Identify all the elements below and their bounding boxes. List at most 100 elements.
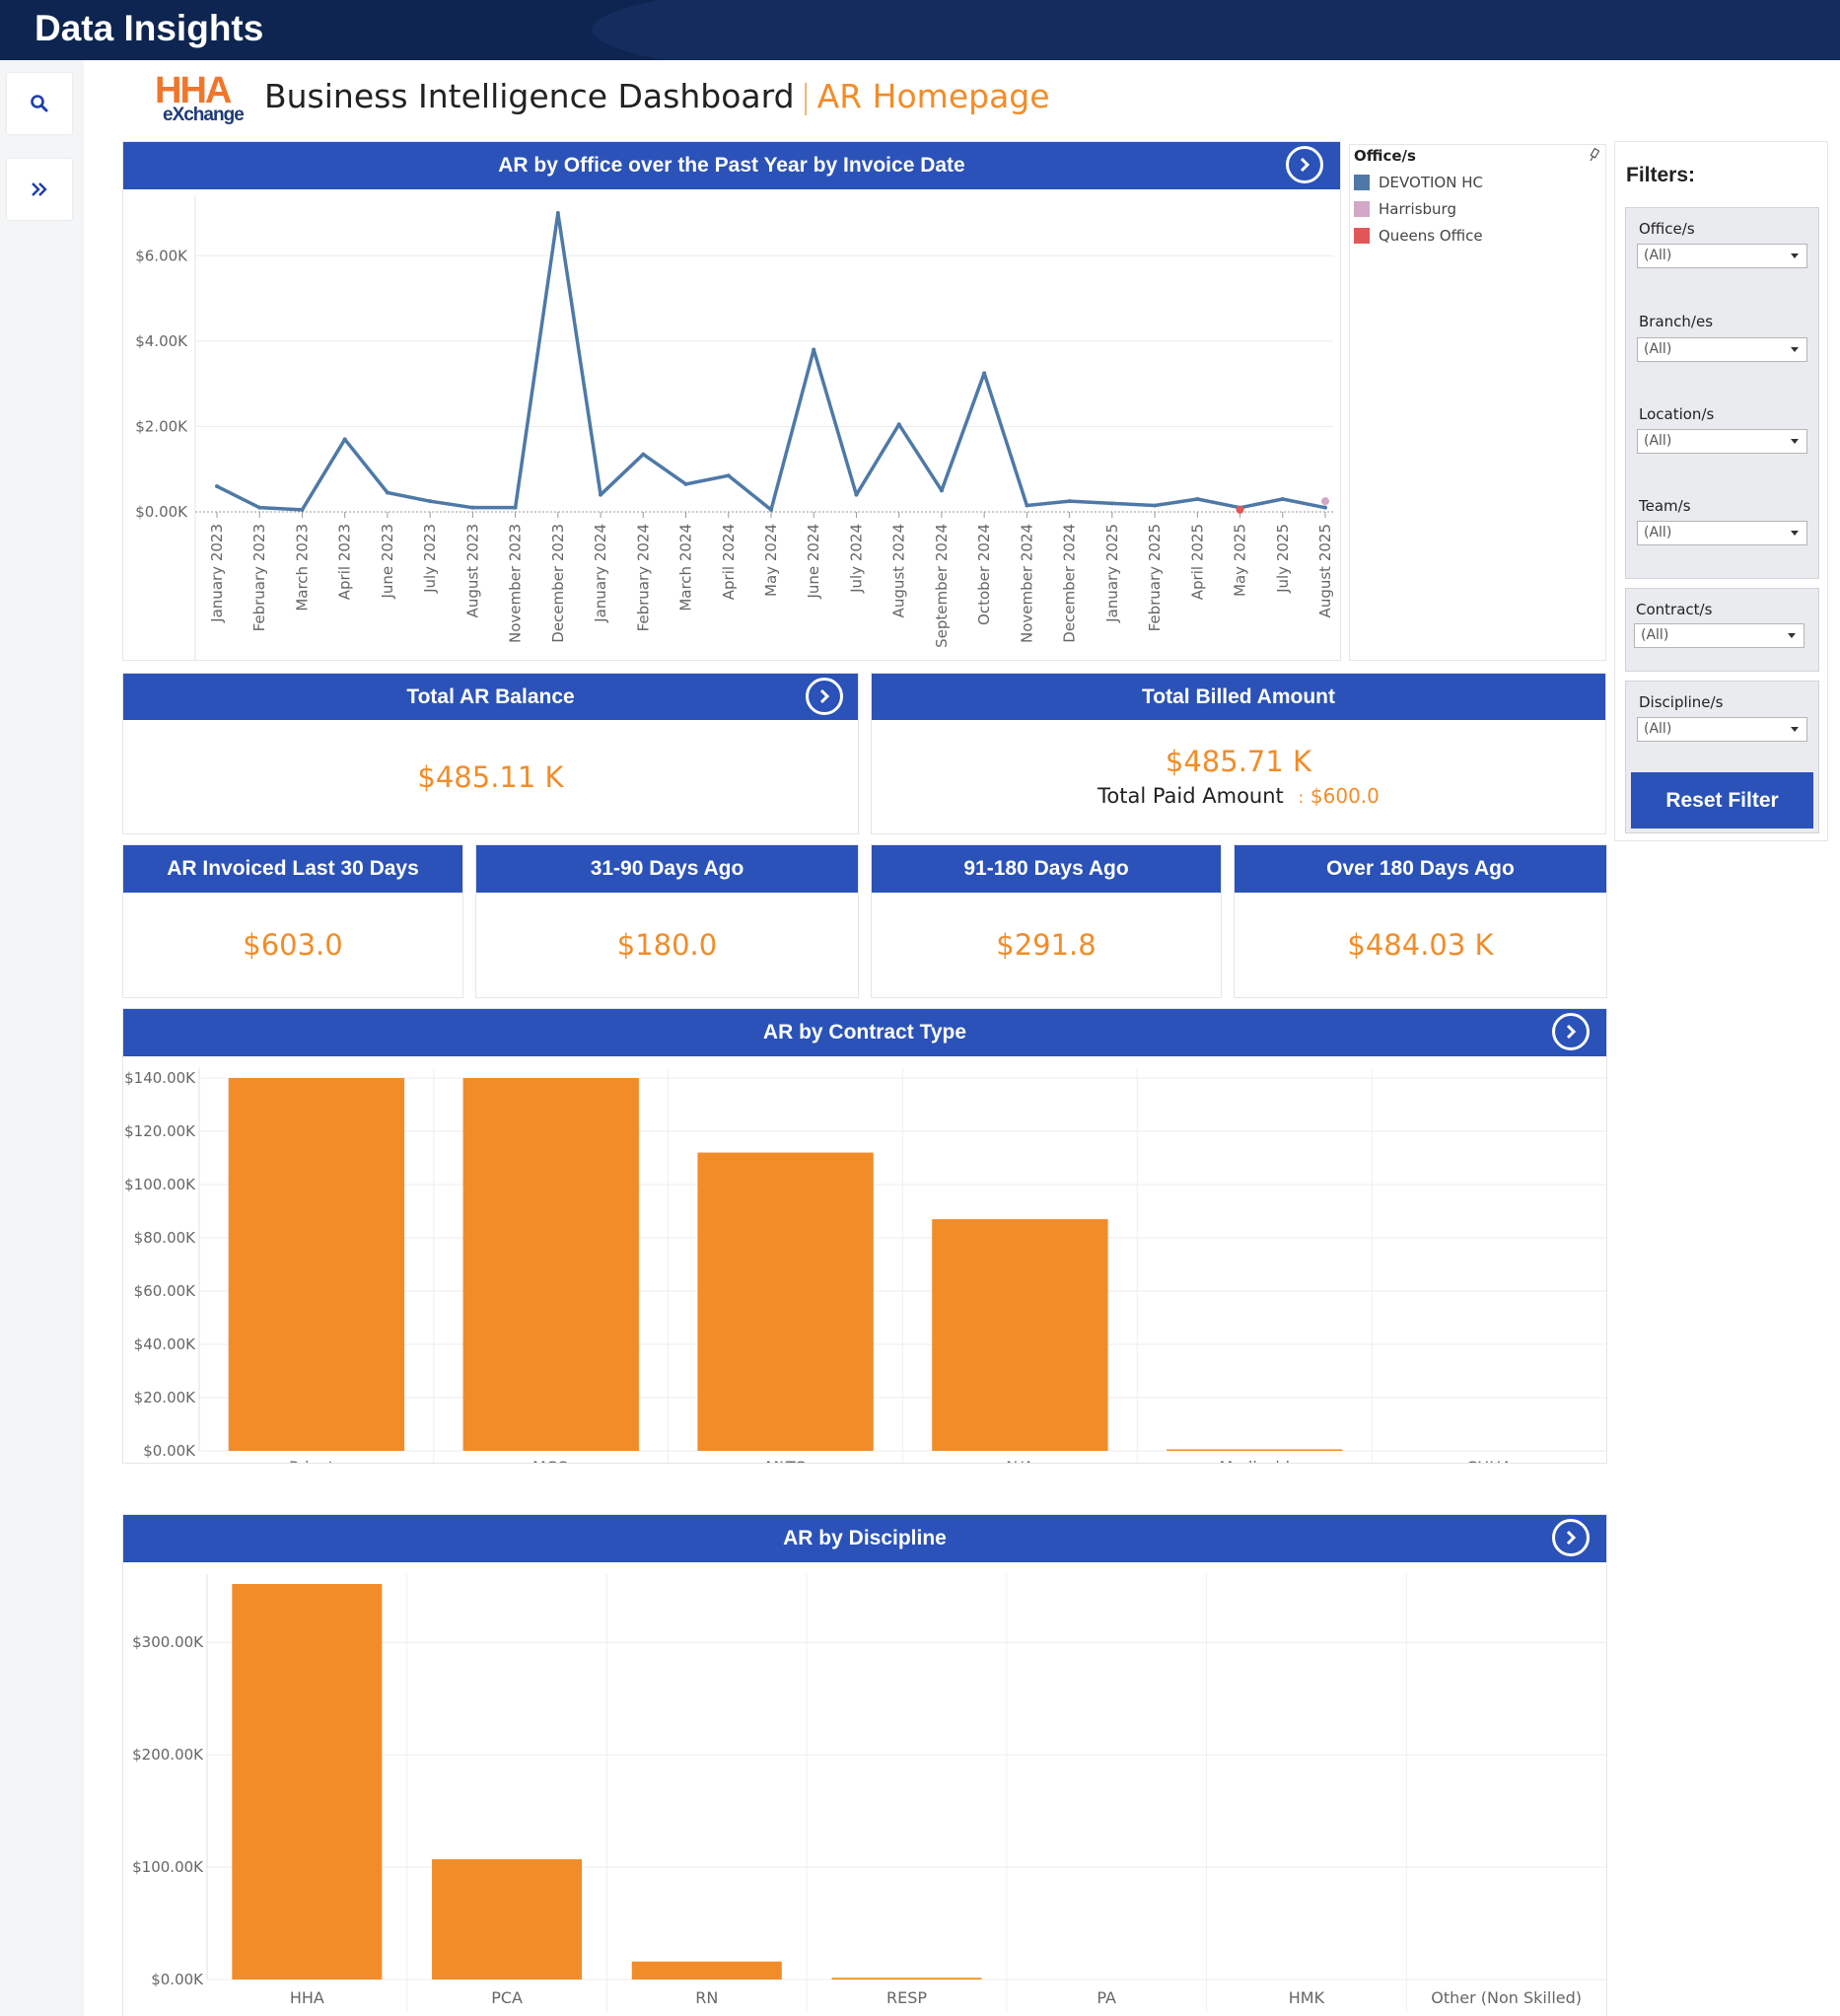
chevron-right-icon xyxy=(1566,1530,1577,1546)
office-filter-label: Office/s xyxy=(1639,220,1695,238)
data-point[interactable] xyxy=(428,499,433,504)
x-category-label: RN xyxy=(695,1988,718,2007)
series-line-devotion-hc[interactable] xyxy=(216,211,1326,512)
data-point[interactable] xyxy=(769,507,773,512)
header-wave-decoration xyxy=(592,0,1840,60)
search-button[interactable] xyxy=(7,73,72,134)
data-point[interactable] xyxy=(555,211,560,215)
data-point[interactable] xyxy=(300,507,305,512)
data-point[interactable] xyxy=(1195,497,1200,502)
location-filter-select[interactable]: (All) xyxy=(1637,429,1807,454)
reset-filter-button[interactable]: Reset Filter xyxy=(1631,772,1813,828)
data-point[interactable] xyxy=(939,488,944,493)
pin-icon[interactable] xyxy=(1588,148,1599,162)
ar-by-discipline-drill-button[interactable] xyxy=(1552,1519,1590,1556)
ar-last-30-days-card: AR Invoiced Last 30 Days $603.0 xyxy=(122,844,463,998)
chevron-right-icon xyxy=(1300,157,1310,173)
chevron-right-icon xyxy=(819,688,830,704)
location-filter-label: Location/s xyxy=(1639,405,1715,423)
data-point[interactable] xyxy=(1236,505,1244,514)
bar[interactable] xyxy=(697,1152,874,1451)
data-point[interactable] xyxy=(1025,503,1029,508)
x-tick-label: December 2024 xyxy=(1061,524,1079,643)
x-category-label: HHA xyxy=(290,1988,324,2007)
branch-filter-select[interactable]: (All) xyxy=(1637,337,1807,362)
chevron-right-icon xyxy=(1566,1024,1577,1040)
x-tick-label: August 2024 xyxy=(890,524,908,617)
ar-by-office-drill-button[interactable] xyxy=(1286,146,1323,183)
bar[interactable] xyxy=(631,1961,782,1980)
left-rail xyxy=(0,60,84,2016)
contract-filter-value: (All) xyxy=(1641,627,1669,643)
total-ar-balance-drill-button[interactable] xyxy=(806,678,843,715)
x-category-label: PA xyxy=(1097,1988,1116,2007)
data-point[interactable] xyxy=(215,484,219,489)
y-tick-label: $20.00K xyxy=(134,1389,196,1406)
bar[interactable] xyxy=(232,1584,383,1980)
data-point[interactable] xyxy=(1280,497,1285,502)
ar-31-90-days-value: $180.0 xyxy=(616,928,718,962)
data-point[interactable] xyxy=(683,481,688,486)
y-tick-label: $4.00K xyxy=(135,332,188,350)
data-point[interactable] xyxy=(342,437,347,442)
bar[interactable] xyxy=(432,1859,583,1980)
discipline-filter-select[interactable]: (All) xyxy=(1637,717,1807,742)
bar[interactable] xyxy=(1167,1449,1343,1452)
bar[interactable] xyxy=(462,1078,639,1451)
data-point[interactable] xyxy=(470,505,475,510)
y-tick-label: $140.00K xyxy=(124,1069,196,1087)
y-tick-label: $300.00K xyxy=(132,1633,204,1651)
dropdown-arrow-icon xyxy=(1791,531,1799,536)
dropdown-arrow-icon xyxy=(1791,347,1799,352)
y-tick-label: $60.00K xyxy=(134,1282,196,1300)
data-point[interactable] xyxy=(1323,505,1327,510)
legend-item[interactable]: Harrisburg xyxy=(1354,200,1456,218)
x-tick-label: March 2023 xyxy=(293,524,311,612)
filter-group-contract: Contract/s (All) xyxy=(1625,588,1819,672)
branch-filter-value: (All) xyxy=(1644,341,1672,357)
data-point[interactable] xyxy=(982,371,987,376)
legend-label: DEVOTION HC xyxy=(1379,174,1483,191)
data-point[interactable] xyxy=(1109,501,1114,506)
hhaexchange-logo: HHA eXchange xyxy=(155,70,245,129)
data-point[interactable] xyxy=(641,452,646,457)
legend-item[interactable]: Queens Office xyxy=(1354,227,1483,245)
x-tick-label: January 2023 xyxy=(208,524,226,623)
data-point[interactable] xyxy=(599,492,603,497)
ar-by-contract-type-drill-button[interactable] xyxy=(1552,1013,1590,1050)
ar-91-180-days-card: 91-180 Days Ago $291.8 xyxy=(871,844,1222,998)
discipline-filter-label: Discipline/s xyxy=(1639,693,1724,711)
data-point[interactable] xyxy=(1067,499,1072,504)
contract-filter-select[interactable]: (All) xyxy=(1634,623,1805,648)
ar-by-office-header: AR by Office over the Past Year by Invoi… xyxy=(123,142,1340,189)
y-tick-label: $40.00K xyxy=(134,1335,196,1353)
office-filter-select[interactable]: (All) xyxy=(1637,244,1807,268)
dropdown-arrow-icon xyxy=(1791,253,1799,258)
total-billed-amount-card: Total Billed Amount $485.71 K Total Paid… xyxy=(871,673,1606,834)
y-tick-label: $0.00K xyxy=(151,1971,204,1988)
bar[interactable] xyxy=(932,1219,1108,1451)
data-point[interactable] xyxy=(812,347,816,352)
expand-sidebar-button[interactable] xyxy=(7,159,72,220)
data-point[interactable] xyxy=(513,505,518,510)
bar[interactable] xyxy=(831,1978,982,1980)
data-point[interactable] xyxy=(726,473,731,478)
data-point[interactable] xyxy=(385,490,389,495)
legend-item[interactable]: DEVOTION HC xyxy=(1354,174,1483,191)
ar-over-180-days-card: Over 180 Days Ago $484.03 K xyxy=(1234,844,1607,998)
double-chevron-right-icon xyxy=(32,182,47,196)
dropdown-arrow-icon xyxy=(1788,633,1796,638)
total-paid-amount-label: Total Paid Amount xyxy=(1097,784,1284,808)
data-point[interactable] xyxy=(854,492,859,497)
data-point[interactable] xyxy=(257,505,262,510)
data-point[interactable] xyxy=(896,422,901,427)
x-tick-label: December 2023 xyxy=(549,524,567,643)
bar[interactable] xyxy=(228,1078,405,1451)
team-filter-select[interactable]: (All) xyxy=(1637,521,1807,545)
ar-by-discipline-header: AR by Discipline xyxy=(123,1515,1606,1562)
x-tick-label: April 2024 xyxy=(720,524,738,600)
x-category-label: Medicaid xyxy=(1220,1458,1290,1463)
location-filter-value: (All) xyxy=(1644,433,1672,449)
data-point[interactable] xyxy=(1153,503,1158,508)
data-point[interactable] xyxy=(1321,497,1329,506)
